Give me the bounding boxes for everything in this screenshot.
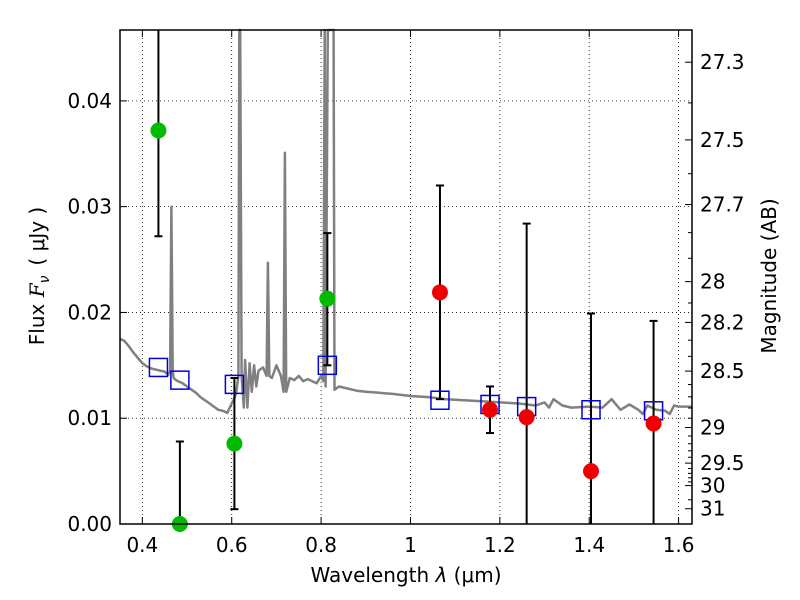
- x-tick-label: 0.6: [216, 533, 248, 557]
- y2-tick-label: 27.5: [700, 128, 745, 152]
- y2-tick-label: 27.3: [700, 50, 745, 74]
- x-axis-ticks: 0.4 0.6 0.8 1 1.2 1.4 1.6: [126, 30, 695, 557]
- y-tick-label: 0.00: [67, 512, 112, 536]
- red-data-point: [645, 415, 662, 432]
- y-tick-label: 0.02: [67, 300, 112, 324]
- y-tick-label: 0.03: [67, 195, 112, 219]
- green-data-point: [226, 435, 243, 452]
- y2-tick-label: 30: [700, 474, 725, 498]
- model-photometry-square: [170, 370, 190, 390]
- x-tick-label: 1.2: [484, 533, 516, 557]
- model-photometry-square: [148, 357, 169, 378]
- plot-frame: [119, 29, 693, 525]
- y2-tick-label: 29.5: [700, 451, 745, 475]
- y2-tick-label: 28: [700, 270, 725, 294]
- red-data-point: [518, 409, 535, 426]
- y-tick-label: 0.04: [67, 89, 112, 113]
- markers-layer: [148, 122, 664, 532]
- model-photometry-square: [581, 400, 601, 420]
- y2-axis-label: Magnitude (AB): [757, 198, 781, 353]
- y-tick-label: 0.01: [67, 406, 112, 430]
- y2-tick-label: 29: [700, 416, 725, 440]
- x-tick-label: 0.4: [126, 533, 158, 557]
- model-photometry-square: [317, 355, 338, 376]
- green-data-point: [319, 290, 336, 307]
- y2-tick-label: 31: [700, 497, 725, 521]
- y2-tick-label: 27.7: [700, 193, 745, 217]
- x-axis-label: Wavelength λ (μm): [310, 563, 501, 587]
- y-axis-ticks: 0.00 0.01 0.02 0.03 0.04: [67, 89, 127, 536]
- y-axis-label: Flux Fν( μJy ): [25, 207, 53, 345]
- model-photometry-square: [430, 390, 450, 410]
- y2-tick-label: 28.5: [700, 359, 745, 383]
- red-data-point: [583, 463, 600, 480]
- model-photometry-square: [224, 374, 245, 395]
- red-data-point: [431, 284, 448, 301]
- red-data-point: [482, 401, 499, 418]
- y2-tick-label: 28.2: [700, 310, 745, 334]
- green-data-point: [150, 122, 167, 139]
- x-tick-label: 1.6: [663, 533, 695, 557]
- x-tick-label: 1.4: [573, 533, 605, 557]
- model-spectrum-line: [119, 28, 692, 416]
- x-tick-label: 1: [404, 533, 417, 557]
- model-spectrum-layer: [119, 28, 692, 416]
- x-tick-label: 0.8: [305, 533, 337, 557]
- grid-lines: [120, 30, 692, 525]
